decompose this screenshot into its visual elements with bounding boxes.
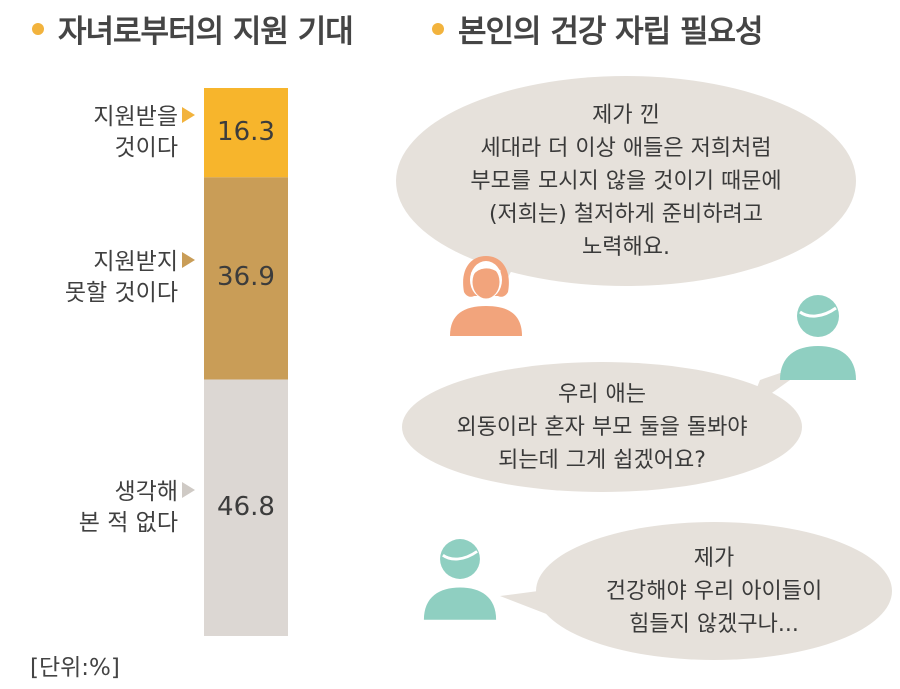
bullet-dot xyxy=(32,22,44,35)
quote-bubble-3: 제가 건강해야 우리 아이들이 힘들지 않겠구나... xyxy=(536,522,892,660)
heading-health-independence: 본인의 건강 자립 필요성 xyxy=(432,6,764,51)
heading-children-support: 자녀로부터의 지원 기대 xyxy=(32,6,354,51)
man-icon xyxy=(780,295,856,380)
category-label-no-support-expected: 지원받지 못할 것이다 xyxy=(64,249,178,307)
category-label-never-thought: 생각해 본 적 없다 xyxy=(78,478,178,536)
pointer-triangle-icon xyxy=(182,481,195,498)
bar-segment-support-expected xyxy=(204,88,288,178)
bar-segment-never-thought xyxy=(204,379,288,636)
bar-segment-no-support-expected xyxy=(204,177,288,380)
value-label-no-support-expected: 36.9 xyxy=(217,262,275,293)
bullet-dot xyxy=(432,22,444,35)
unit-label: [단위:%] xyxy=(30,655,120,681)
value-label-support-expected: 16.3 xyxy=(217,116,275,147)
woman-icon xyxy=(450,256,522,336)
heading-health-independence-text: 본인의 건강 자립 필요성 xyxy=(458,14,764,50)
man-icon xyxy=(423,539,497,620)
pointer-triangle-icon xyxy=(182,106,195,123)
value-label-never-thought: 46.8 xyxy=(217,491,275,522)
quote-bubble-1: 제가 낀 세대라 더 이상 애들은 저희처럼 부모를 모시지 않을 것이기 때문… xyxy=(396,76,856,286)
quote-bubble-2: 우리 애는 외동이라 혼자 부모 둘을 돌봐야 되는데 그게 쉽겠어요? xyxy=(402,362,802,492)
pointer-triangle-icon xyxy=(182,252,195,269)
category-label-support-expected: 지원받을 것이다 xyxy=(93,103,178,161)
heading-children-support-text: 자녀로부터의 지원 기대 xyxy=(58,14,354,50)
